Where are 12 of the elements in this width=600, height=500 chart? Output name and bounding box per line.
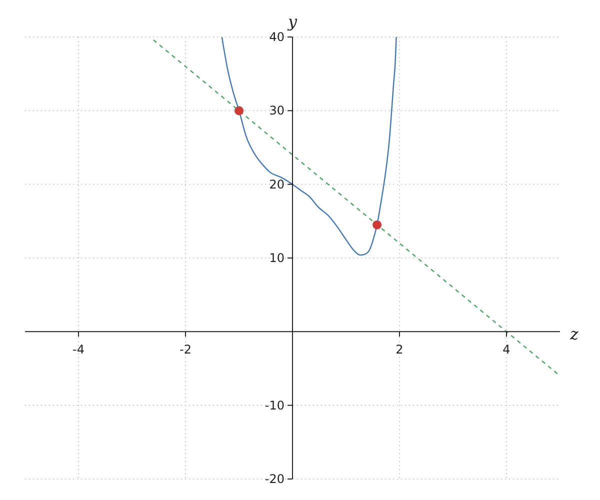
- x-tick-label: -4: [72, 342, 84, 357]
- y-tick-label: 10: [269, 251, 284, 265]
- x-tick-label: -2: [180, 342, 192, 357]
- y-tick-label: 40: [269, 30, 284, 44]
- y-tick-label: -10: [264, 398, 284, 412]
- x-tick-label: 4: [502, 342, 510, 357]
- x-axis-title: z: [569, 324, 579, 344]
- y-tick-label: 30: [269, 104, 284, 118]
- y-tick-label: 20: [269, 177, 284, 192]
- x-tick-label: 2: [396, 342, 404, 357]
- y-tick-label: -20: [264, 472, 284, 486]
- y-axis-title: y: [286, 12, 298, 31]
